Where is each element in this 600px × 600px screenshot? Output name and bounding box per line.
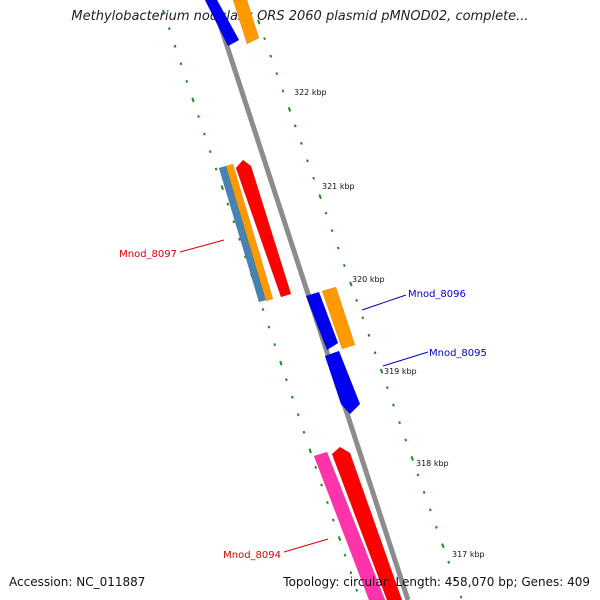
scale-dash	[167, 27, 171, 31]
scale-dash	[320, 483, 323, 487]
scale-dash	[459, 595, 463, 599]
scale-dash	[379, 368, 384, 374]
scale-dash	[355, 588, 359, 592]
gene-feature-orange-8097[interactable]	[225, 163, 274, 302]
label-leaders	[179, 239, 429, 553]
gene-label-mnod-8095[interactable]: Mnod_8095	[429, 348, 487, 359]
outer-scale-dashes	[257, 19, 463, 599]
scale-dash	[281, 89, 285, 93]
scale-dash	[398, 421, 401, 425]
scale-dash	[435, 525, 438, 529]
scale-dash	[324, 211, 328, 215]
scale-dash	[416, 473, 420, 477]
scale-dash	[179, 62, 183, 66]
scale-dash	[220, 185, 224, 191]
scale-dash	[191, 97, 195, 103]
scale-dash	[385, 386, 389, 390]
scale-dash	[312, 176, 316, 180]
gene-feature-mnod-8096[interactable]	[305, 291, 339, 351]
topology-stats-text: Topology: circular; Length: 458,070 bp; …	[283, 575, 590, 589]
gene-label-mnod-8097[interactable]: Mnod_8097	[119, 249, 177, 260]
scale-dash	[257, 19, 261, 25]
scale-dash	[208, 150, 212, 154]
scale-dash	[404, 438, 408, 442]
scale-dash	[318, 194, 322, 200]
scale-dash	[275, 72, 279, 76]
scale-dash	[267, 325, 271, 329]
leader-mnod-8096	[361, 294, 407, 311]
scale-dash	[214, 167, 218, 171]
scale-dash	[308, 448, 312, 454]
scale-dash	[349, 571, 353, 575]
inner-scale-dashes	[162, 9, 359, 592]
scale-dash	[300, 141, 303, 145]
tick-label-320: 320 kbp	[352, 275, 385, 284]
scale-dash	[306, 159, 309, 163]
accession-text: Accession: NC_011887	[9, 575, 146, 589]
scale-dash	[314, 465, 318, 469]
scale-dash	[342, 263, 346, 268]
scale-dash	[441, 543, 445, 549]
scale-dash	[349, 281, 353, 287]
gene-label-mnod-8096[interactable]: Mnod_8096	[408, 289, 466, 300]
scale-dash	[287, 106, 292, 112]
scale-dash	[269, 54, 273, 58]
gene-feature-pink-8094[interactable]	[313, 451, 386, 600]
tick-label-322: 322 kbp	[294, 88, 327, 97]
scale-dash	[261, 307, 265, 312]
scale-dash	[263, 37, 266, 41]
scale-dash	[185, 79, 189, 83]
scale-dash	[331, 518, 335, 522]
gene-feature-mnod-8097[interactable]	[235, 159, 292, 298]
scale-dash	[197, 115, 200, 118]
scale-dash	[422, 490, 426, 494]
scale-dash	[410, 455, 414, 461]
scale-dash	[203, 132, 206, 136]
gene-feature-top-blue[interactable]	[204, 0, 240, 47]
scale-dash	[453, 578, 457, 582]
gene-features	[204, 0, 403, 600]
scale-dash	[326, 501, 329, 504]
scale-dash	[361, 316, 365, 320]
scale-dash	[428, 508, 432, 512]
tick-label-318: 318 kbp	[416, 459, 449, 468]
tick-label-319: 319 kbp	[384, 367, 417, 376]
gene-label-mnod-8094[interactable]: Mnod_8094	[223, 550, 281, 561]
scale-dash	[302, 430, 306, 434]
scale-dash	[447, 560, 451, 564]
scale-dash	[367, 333, 371, 337]
map-title: Methylobacterium nodulans ORS 2060 plasm…	[71, 9, 529, 24]
scale-dash	[273, 343, 277, 347]
scale-dash	[238, 237, 241, 241]
gene-feature-mnod-8095[interactable]	[324, 350, 361, 415]
scale-dash	[336, 246, 340, 250]
scale-dash	[244, 255, 247, 259]
scale-dash	[293, 124, 297, 128]
scale-dash	[337, 536, 342, 542]
scale-dash	[279, 360, 283, 366]
scale-dash	[226, 202, 230, 206]
gene-feature-top-orange[interactable]	[232, 0, 260, 45]
gene-feature-orange-8096[interactable]	[321, 286, 356, 350]
scale-dash	[330, 229, 334, 233]
tick-labels: 322 kbp 321 kbp 320 kbp 319 kbp 318 kbp …	[294, 88, 485, 559]
gene-feature-mnod-8094[interactable]	[331, 446, 403, 600]
scale-dash	[232, 220, 236, 224]
tick-label-321: 321 kbp	[322, 182, 355, 191]
scale-dash	[296, 413, 300, 417]
leader-mnod-8094	[283, 538, 329, 553]
scale-dash	[355, 298, 358, 302]
tick-label-317: 317 kbp	[452, 550, 485, 559]
scale-dash	[162, 9, 166, 15]
scale-dash	[290, 395, 294, 399]
leader-mnod-8095	[382, 351, 429, 367]
scale-dash	[285, 378, 288, 382]
scale-dash	[373, 351, 377, 355]
scale-dash	[343, 553, 347, 557]
leader-mnod-8097	[179, 239, 225, 253]
scale-dash	[173, 44, 177, 48]
gene-labels: Mnod_8097 Mnod_8096 Mnod_8095 Mnod_8094	[119, 249, 487, 561]
scale-dash	[392, 403, 395, 407]
